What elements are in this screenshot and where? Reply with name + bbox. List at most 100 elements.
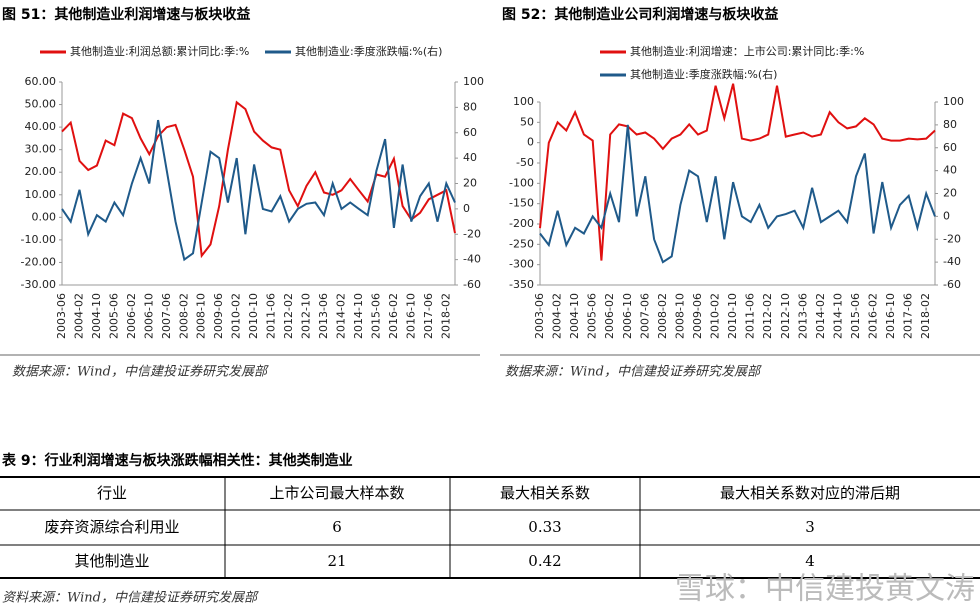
x-tick-label: 2004-10 [568, 293, 581, 339]
x-tick-label: 2014-02 [334, 293, 347, 339]
x-tick-label: 2015-06 [369, 293, 382, 339]
chart-title: 图 51：其他制造业利润增速与板块收益 [2, 6, 250, 23]
x-tick-label: 2009-06 [691, 293, 704, 339]
y-tick-label: 20.00 [25, 165, 57, 178]
series-line [539, 124, 936, 264]
x-tick-label: 2018-02 [439, 293, 452, 339]
x-tick-label: 2006-02 [603, 293, 616, 339]
table-header: 最大相关系数 [500, 484, 590, 502]
y-tick-label: -100 [509, 176, 534, 189]
y2-tick-label: 80 [463, 100, 477, 113]
source: 数据来源：Wind，中信建投证券研究发展部 [12, 364, 269, 380]
y2-tick-label: 60 [943, 141, 957, 154]
x-tick-label: 2005-06 [586, 293, 599, 339]
x-tick-label: 2016-10 [884, 293, 897, 339]
y-tick-label: -10.00 [21, 233, 56, 246]
table-header: 最大相关系数对应的滞后期 [720, 484, 900, 502]
y-tick-label: -250 [509, 237, 534, 250]
legend-label: 其他制造业:季度涨跌幅:%(右) [295, 44, 442, 58]
y2-tick-label: -40 [943, 255, 961, 268]
series-line [61, 119, 456, 262]
x-tick-label: 2011-06 [744, 293, 757, 339]
x-tick-label: 2010-10 [247, 293, 260, 339]
y-tick-label: -200 [509, 217, 534, 230]
y-tick-label: 100 [513, 95, 534, 108]
x-tick-label: 2005-06 [107, 293, 120, 339]
x-tick-label: 2007-06 [160, 293, 173, 339]
y-tick-label: -350 [509, 278, 534, 291]
x-tick-label: 2011-06 [265, 293, 278, 339]
y-tick-label: 60.00 [25, 75, 57, 88]
y2-tick-label: -20 [943, 232, 961, 245]
table-cell: 其他制造业 [74, 552, 149, 570]
x-tick-label: 2009-06 [212, 293, 225, 339]
x-tick-label: 2006-02 [125, 293, 138, 339]
series-line [539, 83, 936, 261]
y2-tick-label: 60 [463, 126, 477, 139]
y-tick-label: -30.00 [21, 278, 56, 291]
x-tick-label: 2015-06 [849, 293, 862, 339]
watermark: 雪球：中信建投黄文涛 [675, 572, 975, 607]
x-tick-label: 2003-06 [533, 293, 546, 339]
x-tick-label: 2013-06 [796, 293, 809, 339]
source: 数据来源：Wind，中信建投证券研究发展部 [505, 364, 762, 380]
table-cell: 0.33 [528, 518, 561, 536]
x-tick-label: 2008-10 [195, 293, 208, 339]
y2-tick-label: 100 [943, 95, 964, 108]
x-tick-label: 2014-10 [831, 293, 844, 339]
x-tick-label: 2004-02 [551, 293, 564, 339]
x-tick-label: 2004-10 [90, 293, 103, 339]
series-line [61, 100, 456, 259]
table-cell: 0.42 [528, 552, 561, 570]
legend-label: 其他制造业:利润总额:累计同比:季:% [70, 44, 249, 58]
y2-tick-label: 100 [463, 75, 484, 88]
x-tick-label: 2008-02 [656, 293, 669, 339]
x-tick-label: 2014-02 [814, 293, 827, 339]
y-tick-label: -20.00 [21, 255, 56, 268]
source: 资料来源：Wind，中信建投证券研究发展部 [2, 590, 259, 606]
x-tick-label: 2012-02 [761, 293, 774, 339]
table-title: 表 9：行业利润增速与板块涨跌幅相关性：其他类制造业 [1, 452, 353, 469]
y2-tick-label: 20 [463, 177, 477, 190]
y-tick-label: 0.00 [32, 210, 57, 223]
y2-tick-label: -20 [463, 227, 481, 240]
y2-tick-label: 20 [943, 187, 957, 200]
x-tick-label: 2014-10 [352, 293, 365, 339]
x-tick-label: 2012-02 [282, 293, 295, 339]
table-cell: 废弃资源综合利用业 [44, 518, 179, 536]
x-tick-label: 2013-06 [317, 293, 330, 339]
chart-title: 图 52：其他制造业公司利润增速与板块收益 [502, 6, 778, 23]
y-tick-label: 30.00 [25, 143, 57, 156]
y2-tick-label: 40 [463, 151, 477, 164]
y-tick-label: 40.00 [25, 120, 57, 133]
y2-tick-label: -40 [463, 253, 481, 266]
x-tick-label: 2008-10 [673, 293, 686, 339]
x-tick-label: 2016-02 [387, 293, 400, 339]
legend-label: 其他制造业:利润增速：上市公司:累计同比:季:% [630, 44, 864, 58]
x-tick-label: 2008-02 [177, 293, 190, 339]
table-cell: 21 [327, 552, 346, 570]
table-cell: 3 [805, 518, 815, 536]
y2-tick-label: -60 [943, 278, 961, 291]
x-tick-label: 2007-06 [638, 293, 651, 339]
x-tick-label: 2010-02 [230, 293, 243, 339]
x-tick-label: 2003-06 [55, 293, 68, 339]
x-tick-label: 2017-06 [902, 293, 915, 339]
y-tick-label: -150 [509, 197, 534, 210]
x-tick-label: 2016-02 [867, 293, 880, 339]
x-tick-label: 2012-10 [300, 293, 313, 339]
y-tick-label: 10.00 [25, 188, 57, 201]
y-tick-label: 0 [527, 136, 534, 149]
y2-tick-label: 0 [943, 209, 950, 222]
table-cell: 4 [805, 552, 815, 570]
x-tick-label: 2017-06 [422, 293, 435, 339]
y2-tick-label: 80 [943, 118, 957, 131]
y2-tick-label: 40 [943, 164, 957, 177]
legend-label: 其他制造业:季度涨跌幅:%(右) [630, 67, 777, 81]
y-tick-label: -50 [516, 156, 534, 169]
x-tick-label: 2010-10 [726, 293, 739, 339]
x-tick-label: 2010-02 [709, 293, 722, 339]
table-header: 上市公司最大样本数 [269, 484, 404, 502]
x-tick-label: 2016-10 [404, 293, 417, 339]
